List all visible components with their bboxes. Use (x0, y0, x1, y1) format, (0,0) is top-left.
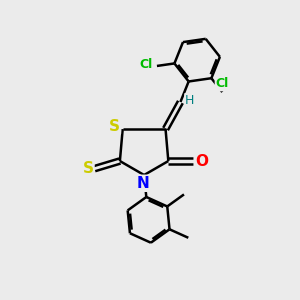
Text: O: O (195, 154, 208, 169)
Text: H: H (185, 94, 194, 107)
Text: Cl: Cl (139, 58, 152, 71)
Text: S: S (109, 118, 120, 134)
Text: S: S (82, 161, 94, 176)
Text: Cl: Cl (216, 77, 229, 90)
Text: N: N (136, 176, 149, 191)
